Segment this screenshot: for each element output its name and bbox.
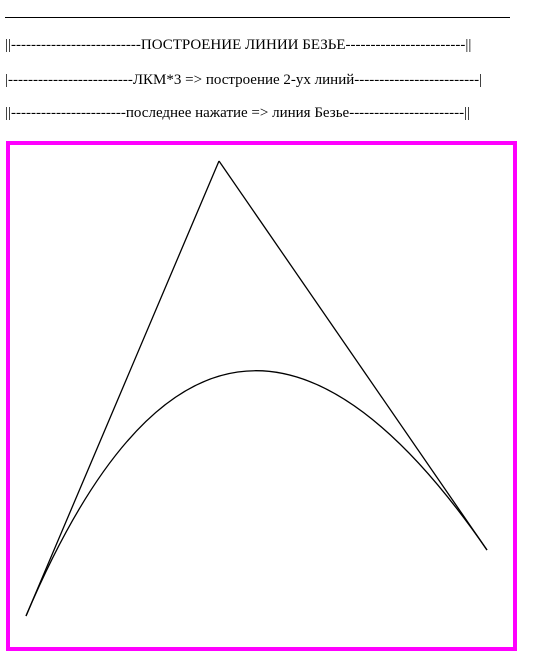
drawing-canvas[interactable]	[6, 141, 517, 651]
control-line-2	[219, 161, 487, 550]
instruction-line-last-click: ||-----------------------последнее нажат…	[5, 104, 470, 122]
canvas-surface[interactable]	[10, 145, 513, 647]
bezier-curve	[26, 371, 487, 616]
instruction-line-clicks: |-------------------------ЛКМ*3 => постр…	[5, 71, 482, 89]
top-divider	[5, 17, 510, 18]
title-line: ||--------------------------ПОСТРОЕНИЕ Л…	[5, 36, 471, 54]
